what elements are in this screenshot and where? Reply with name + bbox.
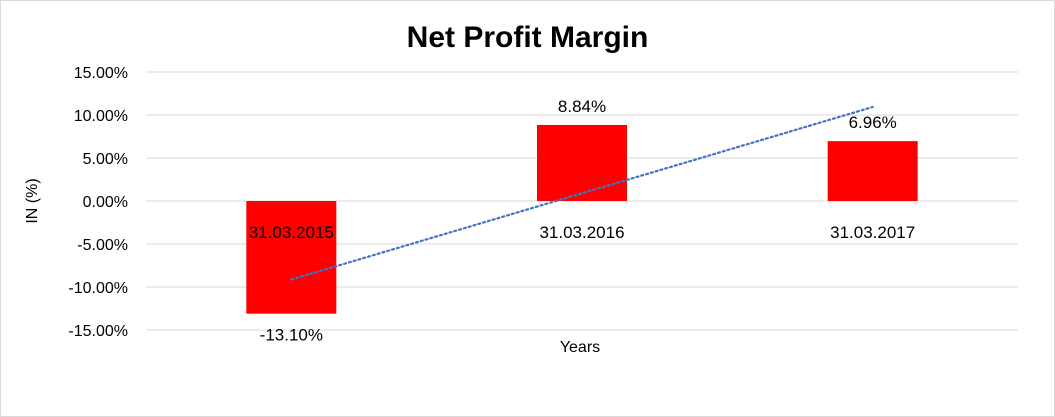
bar [827,141,918,201]
bar [246,201,337,314]
y-tick-label: 5.00% [83,151,128,168]
y-tick-label: 0.00% [83,194,128,211]
y-tick-label: -10.00% [68,280,128,297]
trendline-line [290,105,874,281]
category-label: 31.03.2016 [539,223,624,242]
y-tick-label: 10.00% [74,108,128,125]
data-label: 8.84% [558,97,606,116]
trendline [290,105,874,281]
bars [246,124,918,314]
chart-title: Net Profit Margin [406,21,649,54]
x-axis-title: Years [560,339,600,356]
data-label: -13.10% [260,326,323,345]
y-tick-label: 15.00% [74,65,128,82]
labels: -13.10% 31.03.2015 8.84% 31.03.2016 6.96% 31.… [249,97,915,345]
data-label: 6.96% [849,113,897,132]
category-label: 31.03.2017 [830,223,915,242]
category-label: 31.03.2015 [249,223,334,242]
y-axis-title: IN (%) [24,178,41,223]
bar [537,124,627,201]
y-tick-label: -15.00% [68,323,128,340]
y-tick-label: -5.00% [77,237,128,254]
y-axis-ticks: 15.00% 10.00% 5.00% 0.00% -5.00% -10.00% -15.0… [68,65,128,340]
